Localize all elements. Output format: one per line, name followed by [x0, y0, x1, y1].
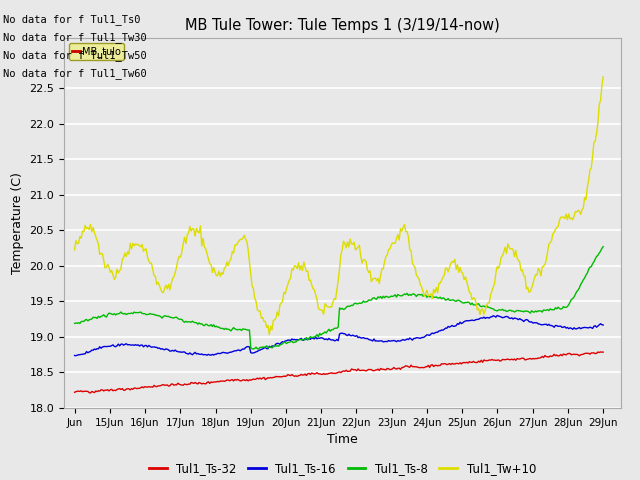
Title: MB Tule Tower: Tule Temps 1 (3/19/14-now): MB Tule Tower: Tule Temps 1 (3/19/14-now…	[185, 18, 500, 33]
Y-axis label: Temperature (C): Temperature (C)	[11, 172, 24, 274]
Text: No data for f Tul1_Tw30: No data for f Tul1_Tw30	[3, 32, 147, 43]
X-axis label: Time: Time	[327, 433, 358, 446]
Legend: Tul1_Ts-32, Tul1_Ts-16, Tul1_Ts-8, Tul1_Tw+10: Tul1_Ts-32, Tul1_Ts-16, Tul1_Ts-8, Tul1_…	[144, 457, 541, 480]
Text: No data for f Tul1_Ts0: No data for f Tul1_Ts0	[3, 13, 141, 24]
Text: No data for f Tul1_Tw50: No data for f Tul1_Tw50	[3, 50, 147, 61]
Text: No data for f Tul1_Tw60: No data for f Tul1_Tw60	[3, 68, 147, 79]
